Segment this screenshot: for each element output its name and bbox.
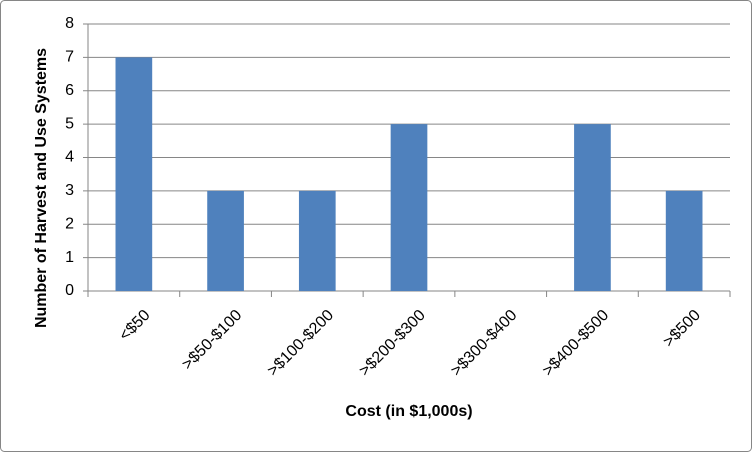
bar — [115, 57, 153, 291]
y-tick-label: 5 — [65, 115, 74, 132]
y-tick-label: 2 — [65, 215, 74, 232]
x-axis-title: Cost (in $1,000s) — [345, 403, 472, 420]
bar — [665, 190, 703, 291]
y-tick-label: 0 — [65, 282, 74, 299]
y-axis-title: Number of Harvest and Use Systems — [33, 48, 50, 328]
bar — [390, 124, 428, 291]
y-tick-label: 1 — [65, 249, 74, 266]
y-tick-label: 3 — [65, 182, 74, 199]
bar — [298, 190, 336, 291]
bar — [574, 124, 611, 291]
bar — [207, 190, 244, 291]
y-tick-label: 4 — [65, 149, 74, 166]
y-tick-label: 8 — [65, 15, 74, 32]
y-tick-label: 6 — [65, 82, 74, 99]
y-tick-label: 7 — [65, 49, 74, 66]
